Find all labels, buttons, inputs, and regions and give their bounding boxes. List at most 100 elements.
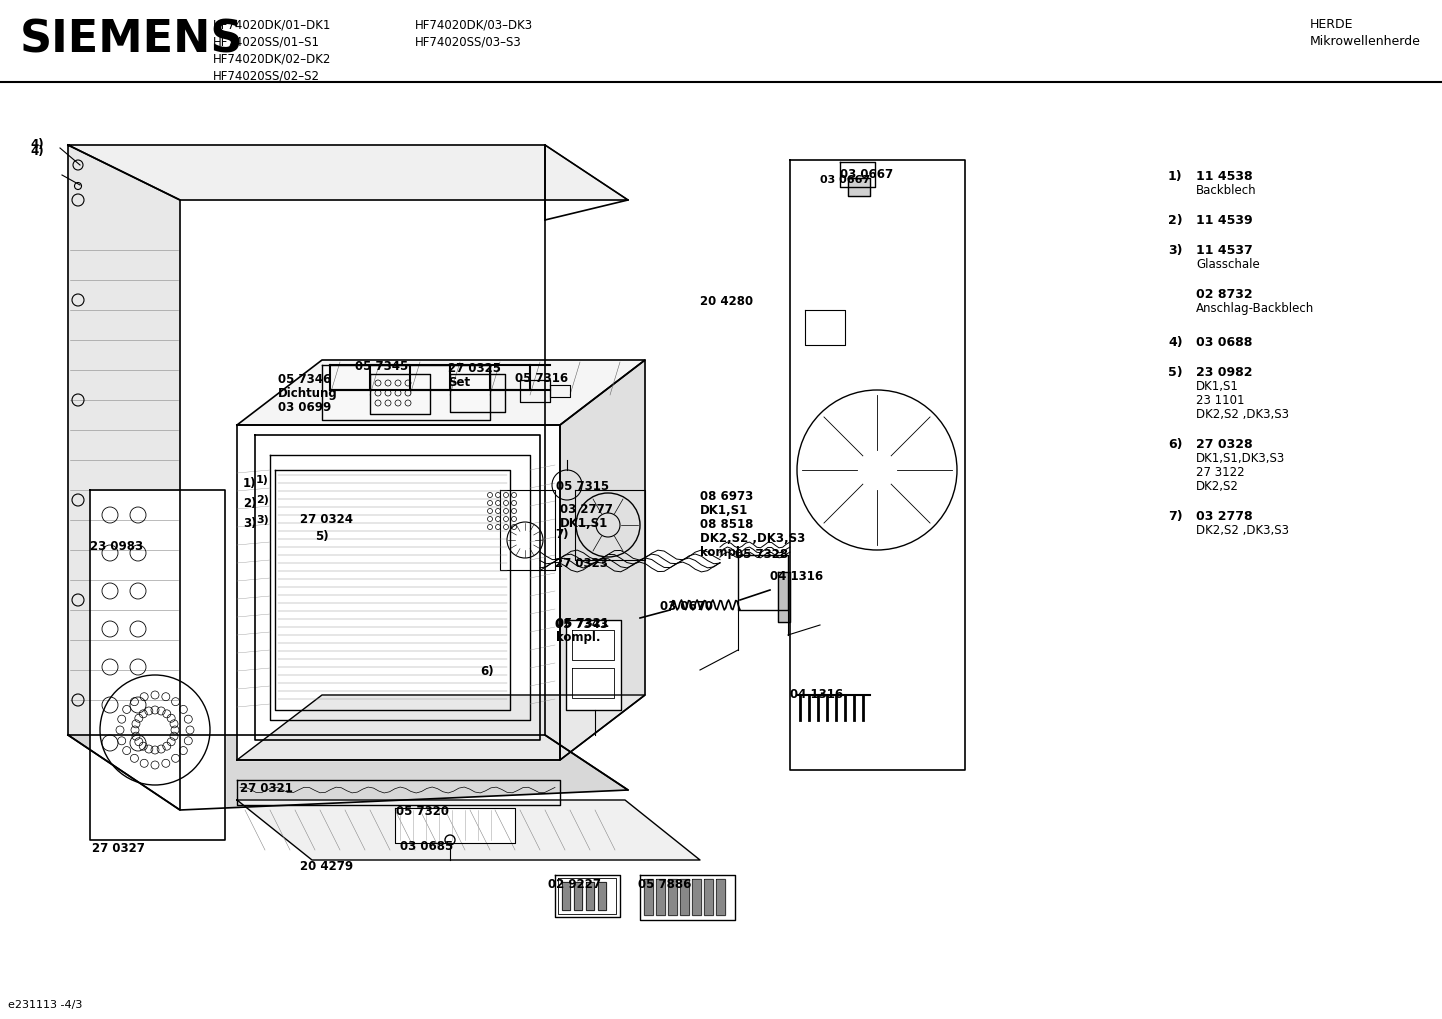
Text: 2): 2) — [1168, 214, 1182, 227]
Text: 05 7346: 05 7346 — [278, 373, 332, 386]
Text: 4): 4) — [1168, 336, 1182, 348]
Polygon shape — [668, 879, 676, 915]
Text: kompl.: kompl. — [699, 546, 744, 559]
Text: 03 0699: 03 0699 — [278, 401, 332, 414]
Polygon shape — [645, 879, 653, 915]
Text: 05 7328: 05 7328 — [735, 548, 789, 561]
Text: 11 4538: 11 4538 — [1195, 170, 1253, 183]
Text: 04 1316: 04 1316 — [790, 688, 844, 701]
Text: 05 7320: 05 7320 — [397, 805, 448, 818]
Polygon shape — [848, 178, 870, 196]
Text: 04 1316: 04 1316 — [770, 570, 823, 583]
Text: 5): 5) — [314, 530, 329, 543]
Text: SIEMENS: SIEMENS — [20, 18, 244, 61]
Text: HERDE: HERDE — [1309, 18, 1354, 31]
Text: 03 0688: 03 0688 — [1195, 336, 1252, 348]
Text: Glasschale: Glasschale — [1195, 258, 1260, 271]
Polygon shape — [790, 160, 965, 770]
Polygon shape — [68, 735, 629, 810]
Text: kompl.: kompl. — [557, 631, 600, 644]
Polygon shape — [585, 882, 594, 910]
Text: HF74020SS/01–S1: HF74020SS/01–S1 — [213, 35, 320, 48]
Text: HF74020DK/01–DK1: HF74020DK/01–DK1 — [213, 18, 332, 31]
Text: 20 4280: 20 4280 — [699, 294, 753, 308]
Polygon shape — [236, 695, 645, 760]
Polygon shape — [236, 800, 699, 860]
Text: HF74020SS/02–S2: HF74020SS/02–S2 — [213, 69, 320, 82]
Polygon shape — [68, 145, 180, 810]
Polygon shape — [704, 879, 712, 915]
Text: 05 7886: 05 7886 — [637, 878, 691, 891]
Text: 3): 3) — [244, 517, 257, 530]
Text: HF74020DK/03–DK3: HF74020DK/03–DK3 — [415, 18, 534, 31]
Text: Dichtung: Dichtung — [278, 387, 337, 400]
Text: 03 2777: 03 2777 — [559, 503, 613, 516]
Text: 11 4539: 11 4539 — [1195, 214, 1253, 227]
Polygon shape — [841, 162, 875, 187]
Text: HF74020DK/02–DK2: HF74020DK/02–DK2 — [213, 52, 332, 65]
Polygon shape — [640, 875, 735, 920]
Text: Backblech: Backblech — [1195, 184, 1256, 197]
Text: 27 0328: 27 0328 — [1195, 438, 1253, 451]
Text: DK2,S2 ,DK3,S3: DK2,S2 ,DK3,S3 — [1195, 408, 1289, 421]
Polygon shape — [681, 879, 689, 915]
Text: 3): 3) — [1168, 244, 1182, 257]
Text: 08 8518: 08 8518 — [699, 518, 753, 531]
Text: 4): 4) — [30, 145, 43, 158]
Polygon shape — [567, 620, 622, 710]
Text: 23 0982: 23 0982 — [1195, 366, 1253, 379]
Polygon shape — [574, 882, 583, 910]
Text: 1): 1) — [244, 477, 257, 490]
Text: 1): 1) — [257, 475, 268, 485]
Polygon shape — [89, 490, 225, 840]
Text: 23 0983: 23 0983 — [89, 540, 143, 553]
Text: DK1,S1: DK1,S1 — [699, 504, 748, 517]
Text: 2): 2) — [244, 497, 257, 510]
Text: DK1,S1,DK3,S3: DK1,S1,DK3,S3 — [1195, 452, 1285, 465]
Polygon shape — [598, 882, 606, 910]
Polygon shape — [68, 145, 629, 200]
Text: 03 2778: 03 2778 — [1195, 510, 1253, 523]
Text: 27 0324: 27 0324 — [300, 513, 353, 526]
Text: 05 7345: 05 7345 — [355, 360, 408, 373]
Text: 03 0667: 03 0667 — [841, 168, 893, 181]
Polygon shape — [779, 572, 790, 622]
Polygon shape — [236, 425, 559, 760]
Text: DK1,S1: DK1,S1 — [1195, 380, 1239, 393]
Text: HF74020SS/03–S3: HF74020SS/03–S3 — [415, 35, 522, 48]
Text: 08 6973: 08 6973 — [699, 490, 753, 503]
Polygon shape — [322, 365, 490, 420]
Text: 27 0327: 27 0327 — [92, 842, 144, 855]
Text: 3): 3) — [257, 515, 268, 525]
Polygon shape — [692, 879, 701, 915]
Text: DK2,S2 ,DK3,S3: DK2,S2 ,DK3,S3 — [699, 532, 805, 545]
Text: 20 4279: 20 4279 — [300, 860, 353, 873]
Text: Set: Set — [448, 376, 470, 389]
Text: 27 0321: 27 0321 — [239, 782, 293, 795]
Text: 05 7343: 05 7343 — [555, 618, 609, 631]
Text: 05 7316: 05 7316 — [515, 372, 568, 385]
Text: 27 3122: 27 3122 — [1195, 466, 1244, 479]
Polygon shape — [559, 360, 645, 760]
Polygon shape — [717, 879, 725, 915]
Text: DK2,S2 ,DK3,S3: DK2,S2 ,DK3,S3 — [1195, 524, 1289, 537]
Text: e231113 -4/3: e231113 -4/3 — [9, 1000, 82, 1010]
Text: 05 7321: 05 7321 — [557, 616, 609, 630]
Polygon shape — [738, 555, 787, 610]
Text: 27 0325: 27 0325 — [448, 362, 500, 375]
Text: 7): 7) — [1168, 510, 1182, 523]
Polygon shape — [555, 875, 620, 917]
Polygon shape — [236, 360, 645, 425]
Text: 6): 6) — [480, 665, 493, 678]
Text: DK2,S2: DK2,S2 — [1195, 480, 1239, 493]
Text: 6): 6) — [1168, 438, 1182, 451]
Text: 05 7315: 05 7315 — [557, 480, 609, 493]
Text: 27 0323: 27 0323 — [555, 557, 609, 570]
Text: 2): 2) — [257, 495, 268, 505]
Text: 5): 5) — [1168, 366, 1182, 379]
Text: 23 1101: 23 1101 — [1195, 394, 1244, 407]
Text: 02 9227: 02 9227 — [548, 878, 601, 891]
Polygon shape — [562, 882, 570, 910]
Text: Anschlag-Backblech: Anschlag-Backblech — [1195, 302, 1314, 315]
Text: 4): 4) — [30, 138, 43, 151]
